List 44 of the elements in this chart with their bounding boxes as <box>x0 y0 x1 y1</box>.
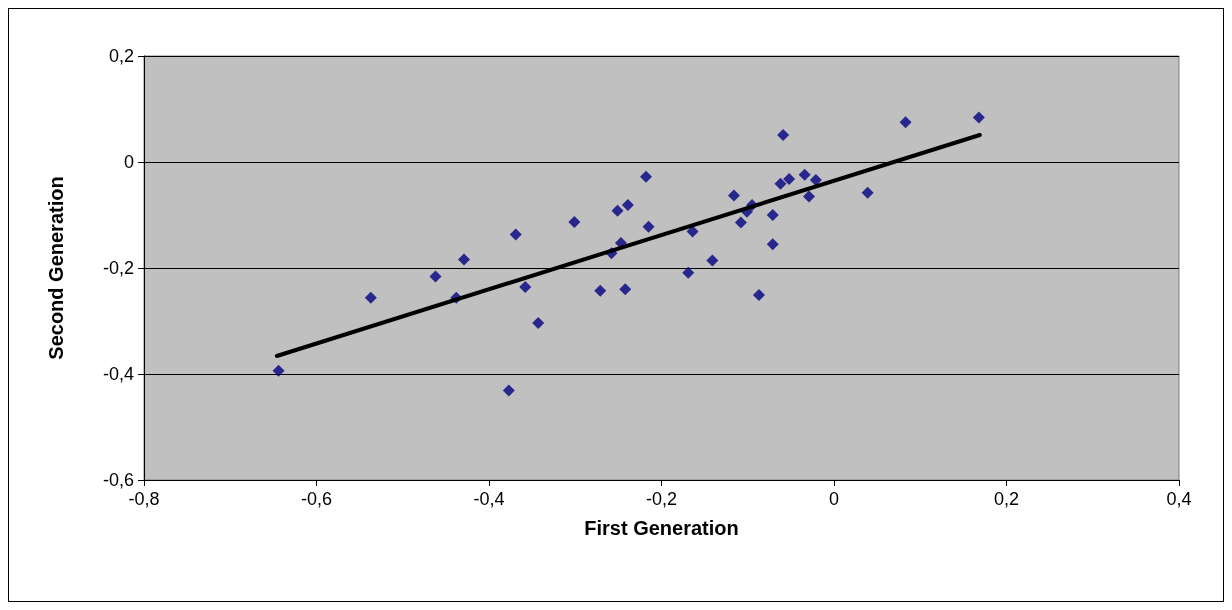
point <box>639 170 652 183</box>
x-tick-label: -0,4 <box>473 489 505 509</box>
point <box>774 177 787 190</box>
point <box>642 220 655 233</box>
x-tick-label: -0,8 <box>128 489 160 509</box>
point <box>502 384 515 397</box>
point <box>766 209 779 221</box>
y-tick-label: -0,4 <box>102 364 134 384</box>
point <box>777 128 790 141</box>
point <box>798 168 811 181</box>
point <box>429 270 442 283</box>
y-tick-label: -0,6 <box>102 470 134 490</box>
point <box>682 266 695 279</box>
point <box>457 253 470 266</box>
x-tick-label: -0,2 <box>645 489 678 509</box>
point <box>272 364 285 377</box>
point <box>783 172 796 185</box>
point <box>509 228 522 241</box>
x-tick-label: 0 <box>828 489 840 509</box>
point <box>621 198 634 211</box>
point <box>611 204 624 217</box>
x-tick-label: 0,2 <box>993 489 1020 509</box>
y-axis-title: Second Generation <box>45 176 67 360</box>
point <box>861 186 874 199</box>
x-tick-label: 0,4 <box>1166 489 1192 509</box>
point <box>568 215 581 228</box>
x-tick-label: -0,6 <box>300 489 333 509</box>
point <box>734 216 747 229</box>
point <box>532 317 545 330</box>
point <box>519 281 532 294</box>
y-tick-label: 0,2 <box>108 46 134 66</box>
y-tick-label: 0 <box>123 152 134 172</box>
point <box>752 289 765 302</box>
x-axis-title: First Generation <box>584 517 739 539</box>
y-tick-label: -0,2 <box>102 258 134 278</box>
point <box>727 189 740 202</box>
point <box>972 111 985 124</box>
point <box>899 116 912 129</box>
point <box>364 291 377 304</box>
point <box>802 190 815 203</box>
point <box>766 238 779 251</box>
point <box>594 284 607 297</box>
point <box>706 254 719 267</box>
point <box>619 283 632 296</box>
